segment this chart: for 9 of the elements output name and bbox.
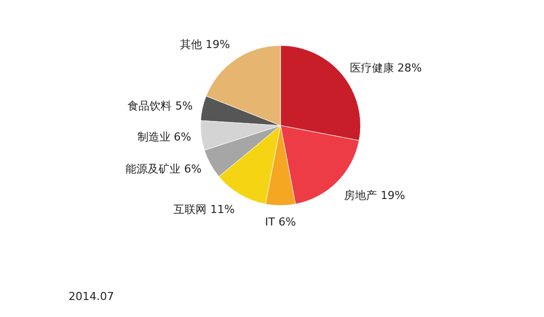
slice-label: 互联网 11% bbox=[174, 202, 235, 216]
slice-label: 制造业 6% bbox=[137, 130, 192, 144]
slice-label: 医疗健康 28% bbox=[350, 62, 422, 75]
slice-label: 房地产 19% bbox=[344, 189, 406, 202]
slice-label: 食品饮料 5% bbox=[128, 99, 193, 112]
slice-label: 能源及矿业 6% bbox=[126, 162, 202, 176]
slice-label: IT 6% bbox=[265, 216, 296, 228]
text: 2014.07 bbox=[68, 290, 114, 303]
slice-label: 其他 19% bbox=[180, 38, 230, 52]
